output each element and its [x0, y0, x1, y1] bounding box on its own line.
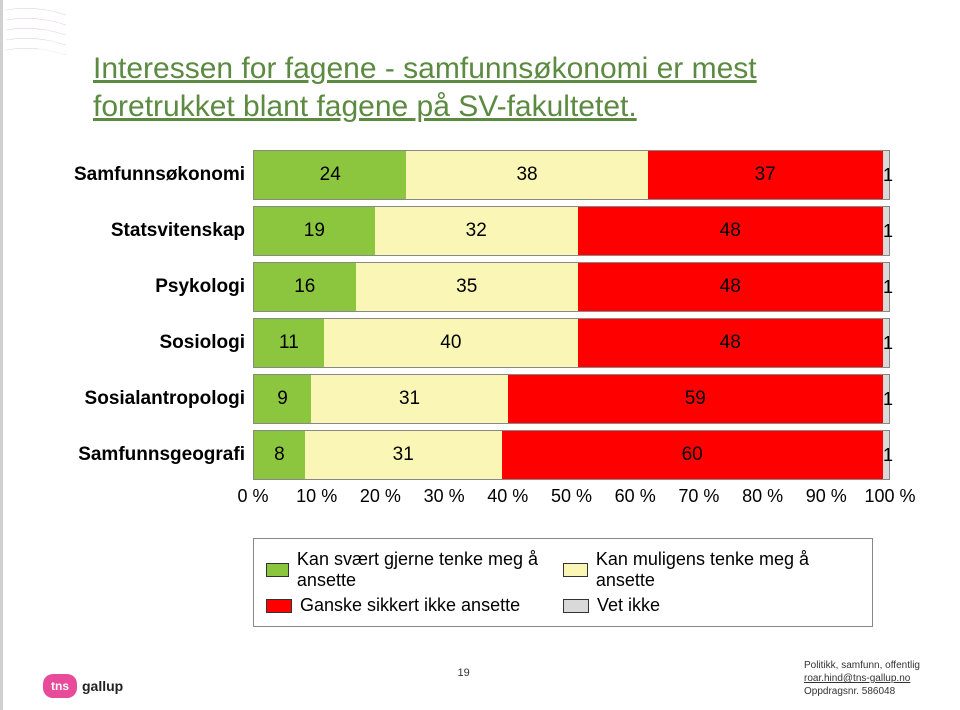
bar-segment: 32	[375, 207, 578, 255]
bar-label: Samfunnsgeografi	[73, 430, 253, 480]
axis-tick: 60 %	[615, 486, 656, 507]
bar-segment: 60	[502, 431, 883, 479]
slide-footer: tns gallup 19 Politikk, samfunn, offentl…	[3, 648, 960, 698]
bar-segment: 1	[883, 207, 889, 255]
bar-segment: 48	[578, 319, 883, 367]
bar-label: Samfunnsøkonomi	[73, 150, 253, 200]
page-number: 19	[457, 667, 469, 679]
bar-label: Psykologi	[73, 262, 253, 312]
bar-row: Sosiologi1140481	[73, 318, 890, 368]
bar-segment: 59	[508, 375, 883, 423]
slide: Interessen for fagene - samfunnsøkonomi …	[0, 0, 960, 710]
axis-tick: 30 %	[424, 486, 465, 507]
legend-item: Kan muligens tenke meg å ansette	[563, 547, 860, 593]
bar-segment: 1	[883, 375, 889, 423]
logo-text: gallup	[82, 678, 123, 694]
bar-segment: 38	[406, 151, 647, 199]
bar-segment: 1	[883, 431, 889, 479]
stacked-bar-chart: Samfunnsøkonomi2438371Statsvitenskap1932…	[73, 150, 890, 508]
legend-item: Ganske sikkert ikke ansette	[266, 593, 563, 618]
bar-track: 1140481	[253, 318, 890, 368]
bar-segment: 24	[254, 151, 406, 199]
footer-meta: Politikk, samfunn, offentlig roar.hind@t…	[804, 659, 920, 698]
footer-email: roar.hind@tns-gallup.no	[804, 672, 920, 685]
bar-track: 931591	[253, 374, 890, 424]
legend-label: Kan muligens tenke meg å ansette	[596, 549, 860, 591]
legend-swatch	[563, 563, 588, 577]
logo-bubble: tns	[43, 674, 77, 698]
title-line-2: foretrukket blant fagene på SV-fakultete…	[93, 88, 910, 126]
legend-label: Vet ikke	[597, 595, 660, 616]
bar-label: Sosiologi	[73, 318, 253, 368]
bar-segment: 40	[324, 319, 578, 367]
title-line-1: Interessen for fagene - samfunnsøkonomi …	[93, 50, 910, 88]
bar-row: Sosialantropologi931591	[73, 374, 890, 424]
bar-label: Statsvitenskap	[73, 206, 253, 256]
axis-tick: 10 %	[296, 486, 337, 507]
axis-tick: 40 %	[487, 486, 528, 507]
axis-tick: 80 %	[742, 486, 783, 507]
bar-label: Sosialantropologi	[73, 374, 253, 424]
bar-row: Psykologi1635481	[73, 262, 890, 312]
logo: tns gallup	[43, 674, 123, 698]
legend-swatch	[266, 599, 292, 613]
legend-label: Kan svært gjerne tenke meg å ansette	[297, 549, 563, 591]
footer-line1: Politikk, samfunn, offentlig	[804, 659, 920, 672]
bar-segment: 31	[305, 431, 502, 479]
bar-track: 831601	[253, 430, 890, 480]
decor-graphic	[6, 0, 66, 90]
x-axis: 0 %10 %20 %30 %40 %50 %60 %70 %80 %90 %1…	[73, 486, 890, 508]
bar-track: 2438371	[253, 150, 890, 200]
legend-label: Ganske sikkert ikke ansette	[300, 595, 520, 616]
bar-segment: 31	[311, 375, 508, 423]
bar-segment: 48	[578, 263, 883, 311]
bar-segment: 1	[883, 151, 889, 199]
legend-item: Kan svært gjerne tenke meg å ansette	[266, 547, 563, 593]
footer-line3: Oppdragsnr. 586048	[804, 685, 920, 698]
bar-segment: 8	[254, 431, 305, 479]
bar-segment: 9	[254, 375, 311, 423]
bar-row: Samfunnsøkonomi2438371	[73, 150, 890, 200]
legend-row: Ganske sikkert ikke ansette Vet ikke	[266, 593, 860, 618]
bar-row: Statsvitenskap1932481	[73, 206, 890, 256]
bar-segment: 19	[254, 207, 375, 255]
bar-segment: 48	[578, 207, 883, 255]
bar-segment: 11	[254, 319, 324, 367]
axis-tick: 100 %	[864, 486, 915, 507]
axis-tick: 50 %	[551, 486, 592, 507]
legend-swatch	[563, 599, 589, 613]
bar-track: 1635481	[253, 262, 890, 312]
axis-tick: 0 %	[237, 486, 268, 507]
bar-track: 1932481	[253, 206, 890, 256]
legend-item: Vet ikke	[563, 593, 860, 618]
chart-title: Interessen for fagene - samfunnsøkonomi …	[93, 50, 910, 125]
axis-tick: 90 %	[806, 486, 847, 507]
bar-segment: 1	[883, 263, 889, 311]
axis-tick: 70 %	[678, 486, 719, 507]
legend-swatch	[266, 563, 289, 577]
bar-segment: 1	[883, 319, 889, 367]
bar-segment: 37	[648, 151, 883, 199]
bar-segment: 35	[356, 263, 578, 311]
legend: Kan svært gjerne tenke meg å ansette Kan …	[253, 538, 873, 627]
bar-segment: 16	[254, 263, 356, 311]
axis-tick: 20 %	[360, 486, 401, 507]
legend-row: Kan svært gjerne tenke meg å ansette Kan …	[266, 547, 860, 593]
bar-row: Samfunnsgeografi831601	[73, 430, 890, 480]
